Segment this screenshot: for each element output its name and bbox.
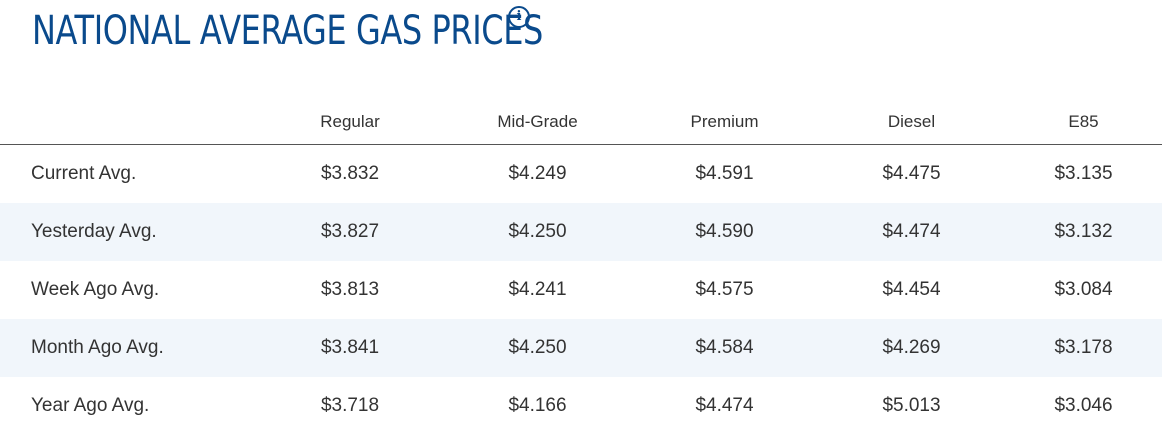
table-row: Current Avg. $3.832 $4.249 $4.591 $4.475… [0, 145, 1162, 204]
column-header-e85: E85 [1005, 100, 1162, 145]
info-icon[interactable]: i [508, 6, 530, 28]
column-header-mid-grade: Mid-Grade [444, 100, 631, 145]
price-cell: $3.813 [320, 279, 380, 300]
row-label: Year Ago Avg. [31, 395, 150, 416]
row-label: Current Avg. [31, 163, 137, 184]
price-cell: $3.132 [1005, 203, 1162, 261]
price-cell: $4.250 [444, 203, 631, 261]
price-cell: $5.013 [882, 395, 941, 416]
price-cell: $3.827 [256, 203, 444, 261]
column-header-regular: Regular [256, 100, 444, 145]
price-cell: $4.584 [631, 319, 818, 377]
price-cell: $4.475 [882, 163, 941, 184]
price-cell: $3.832 [320, 163, 380, 184]
header-row: Regular Mid-Grade Premium Diesel E85 [0, 100, 1162, 145]
row-label: Yesterday Avg. [0, 203, 256, 261]
price-cell: $4.454 [882, 279, 941, 300]
title-row: NATIONAL AVERAGE GAS PRICES [32, 6, 671, 56]
price-cell: $3.046 [1054, 395, 1113, 416]
column-header-label [0, 100, 256, 145]
column-header-diesel: Diesel [818, 100, 1005, 145]
price-cell: $3.841 [256, 319, 444, 377]
price-cell: $4.474 [818, 203, 1005, 261]
price-cell: $4.241 [508, 279, 567, 300]
table-row: Month Ago Avg. $3.841 $4.250 $4.584 $4.2… [0, 319, 1162, 377]
price-cell: $3.084 [1054, 279, 1113, 300]
table-row: Yesterday Avg. $3.827 $4.250 $4.590 $4.4… [0, 203, 1162, 261]
row-label: Week Ago Avg. [31, 279, 160, 300]
price-cell: $4.249 [508, 163, 567, 184]
table-row: Week Ago Avg. $3.813 $4.241 $4.575 $4.45… [0, 261, 1162, 319]
price-cell: $4.269 [818, 319, 1005, 377]
price-cell: $4.575 [695, 279, 754, 300]
price-cell: $3.718 [320, 395, 380, 416]
table-row: Year Ago Avg. $3.718 $4.166 $4.474 $5.01… [0, 377, 1162, 435]
page-title: NATIONAL AVERAGE GAS PRICES [32, 8, 543, 54]
price-cell: $4.166 [508, 395, 567, 416]
price-cell: $3.178 [1005, 319, 1162, 377]
price-cell: $4.591 [695, 163, 754, 184]
row-label: Month Ago Avg. [0, 319, 256, 377]
price-cell: $4.590 [631, 203, 818, 261]
price-cell: $4.250 [444, 319, 631, 377]
price-cell: $3.135 [1054, 163, 1113, 184]
gas-prices-table: Regular Mid-Grade Premium Diesel E85 Cur… [0, 100, 1162, 435]
price-cell: $4.474 [695, 395, 754, 416]
column-header-premium: Premium [631, 100, 818, 145]
